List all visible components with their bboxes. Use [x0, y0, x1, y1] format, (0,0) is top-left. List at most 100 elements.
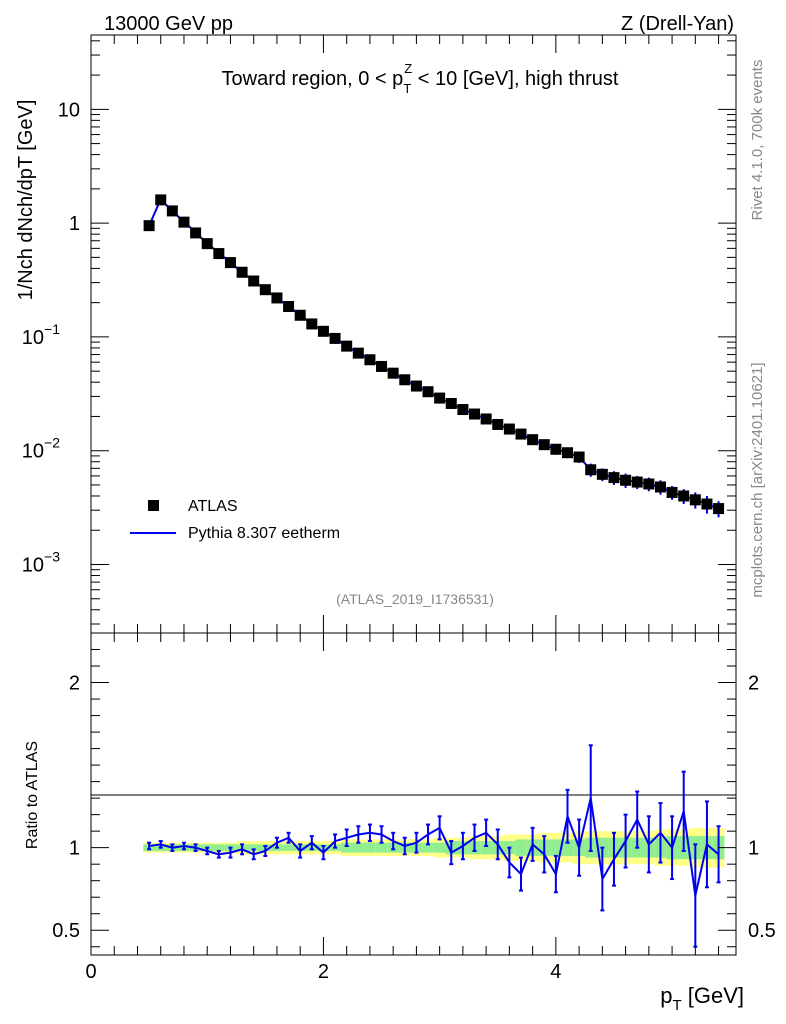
atlas-point: [399, 374, 411, 386]
header-left: 13000 GeV pp: [104, 13, 233, 35]
ratio-band-inner: [352, 842, 365, 853]
ratio-xtick-label: 2: [318, 961, 329, 983]
ratio-line: [148, 797, 720, 896]
atlas-point: [492, 418, 504, 430]
atlas-point: [469, 408, 481, 420]
ratio-ylabel: Ratio to ATLAS: [24, 741, 41, 849]
atlas-point: [190, 227, 202, 239]
atlas-point: [259, 284, 271, 296]
atlas-point: [678, 490, 690, 502]
ratio-ytick-label-right: 0.5: [748, 920, 776, 942]
ratio-band-inner: [480, 841, 492, 855]
main-ytick-label: 10−3: [22, 548, 60, 576]
atlas-point: [376, 360, 388, 372]
ratio-xtick-label: 4: [550, 961, 561, 983]
ratio-ytick-label-left: 0.5: [52, 920, 80, 942]
legend-atlas-label: ATLAS: [188, 498, 238, 515]
atlas-point: [573, 451, 585, 463]
main-title-sup: Z: [404, 61, 412, 76]
atlas-point: [341, 340, 353, 352]
atlas-point: [410, 380, 422, 392]
ratio-band-inner: [422, 842, 434, 853]
atlas-point: [608, 472, 620, 484]
ratio-band-inner: [213, 844, 225, 851]
atlas-point: [387, 367, 399, 379]
ratio-band-inner: [375, 842, 388, 853]
ratio-band-inner: [515, 839, 527, 856]
ratio-ytick-label-left: 1: [69, 838, 80, 860]
ratio-panel: 0.5 0.5 1 1 2 2 0 2 4 Ratio to ATLAS pT [GeV]: [24, 632, 776, 1014]
atlas-point: [713, 503, 725, 515]
atlas-point: [527, 434, 539, 446]
main-ytick-label: 10−1: [22, 321, 60, 349]
main-ytick-label: 1: [69, 213, 80, 235]
ratio-band-inner: [247, 844, 260, 851]
atlas-point: [538, 439, 550, 451]
atlas-point: [596, 468, 608, 480]
ratio-ytick-label-right: 1: [748, 838, 759, 860]
main-data: [143, 194, 725, 518]
ratio-xtick-label: 0: [85, 961, 96, 983]
main-ylabel: 1/Nch dNch/dpT [GeV]: [15, 100, 37, 301]
atlas-point: [271, 292, 283, 304]
main-frame: [90, 34, 737, 634]
atlas-point: [422, 386, 434, 398]
main-ytick-label: 10−2: [22, 435, 60, 463]
atlas-point: [434, 392, 446, 404]
atlas-point: [701, 498, 713, 510]
atlas-point: [294, 309, 306, 321]
main-ytick-exponent: −2: [44, 435, 60, 451]
mcplots-label: mcplots.cern.ch [arXiv:2401.10621]: [749, 362, 766, 597]
atlas-point: [585, 464, 597, 476]
main-ytick-label: 10: [58, 99, 80, 121]
atlas-point: [457, 404, 469, 416]
atlas-point: [643, 478, 655, 490]
main-title-pre: Toward region, 0 < p: [222, 68, 404, 90]
atlas-point: [236, 266, 248, 278]
atlas-point: [666, 486, 678, 498]
atlas-point: [166, 205, 178, 217]
ratio-ytick-label-right: 2: [748, 673, 759, 695]
ratio-data: [147, 744, 721, 948]
atlas-point: [155, 194, 167, 206]
header-right: Z (Drell-Yan): [621, 13, 734, 35]
legend-atlas-marker: [148, 500, 159, 511]
atlas-point: [317, 325, 329, 337]
atlas-point: [503, 423, 515, 435]
main-title: Toward region, 0 < pTZ < 10 [GeV], high …: [222, 61, 619, 96]
main-panel: Toward region, 0 < pTZ < 10 [GeV], high …: [15, 34, 737, 634]
atlas-point: [201, 238, 213, 250]
atlas-point: [620, 474, 632, 486]
atlas-point: [631, 476, 643, 488]
atlas-point: [178, 216, 190, 228]
main-y-ticks: 10 1 10−1 10−2 10−3: [22, 35, 736, 633]
ratio-band-inner: [282, 844, 295, 851]
ratio-band-inner: [561, 839, 574, 856]
atlas-point: [515, 428, 527, 440]
atlas-point: [306, 318, 318, 330]
ref-label: (ATLAS_2019_I1736531): [336, 591, 494, 607]
main-ytick-exponent: −3: [44, 548, 60, 564]
atlas-point: [224, 257, 236, 269]
atlas-point: [143, 220, 155, 232]
atlas-point: [213, 248, 225, 260]
atlas-point: [689, 494, 701, 506]
atlas-point: [248, 275, 260, 287]
atlas-point: [550, 443, 562, 455]
atlas-point: [364, 354, 376, 366]
pythia-line: [148, 197, 719, 510]
atlas-point: [329, 332, 341, 344]
atlas-point: [654, 481, 666, 493]
main-ytick-exponent: −1: [44, 321, 60, 337]
x-axis-label: pT [GeV]: [660, 983, 744, 1014]
ratio-ticks: 0.5 0.5 1 1 2 2 0 2 4: [52, 633, 776, 983]
ratio-frame: [90, 632, 737, 956]
main-title-sub: T: [403, 81, 411, 96]
legend: ATLAS Pythia 8.307 eetherm: [130, 498, 340, 542]
ratio-band-inner: [550, 839, 562, 856]
legend-pythia-label: Pythia 8.307 eetherm: [188, 525, 340, 542]
ratio-band-inner: [340, 842, 353, 853]
rivet-label: Rivet 4.1.0, 700k events: [749, 60, 766, 221]
ratio-band-inner: [433, 842, 446, 853]
